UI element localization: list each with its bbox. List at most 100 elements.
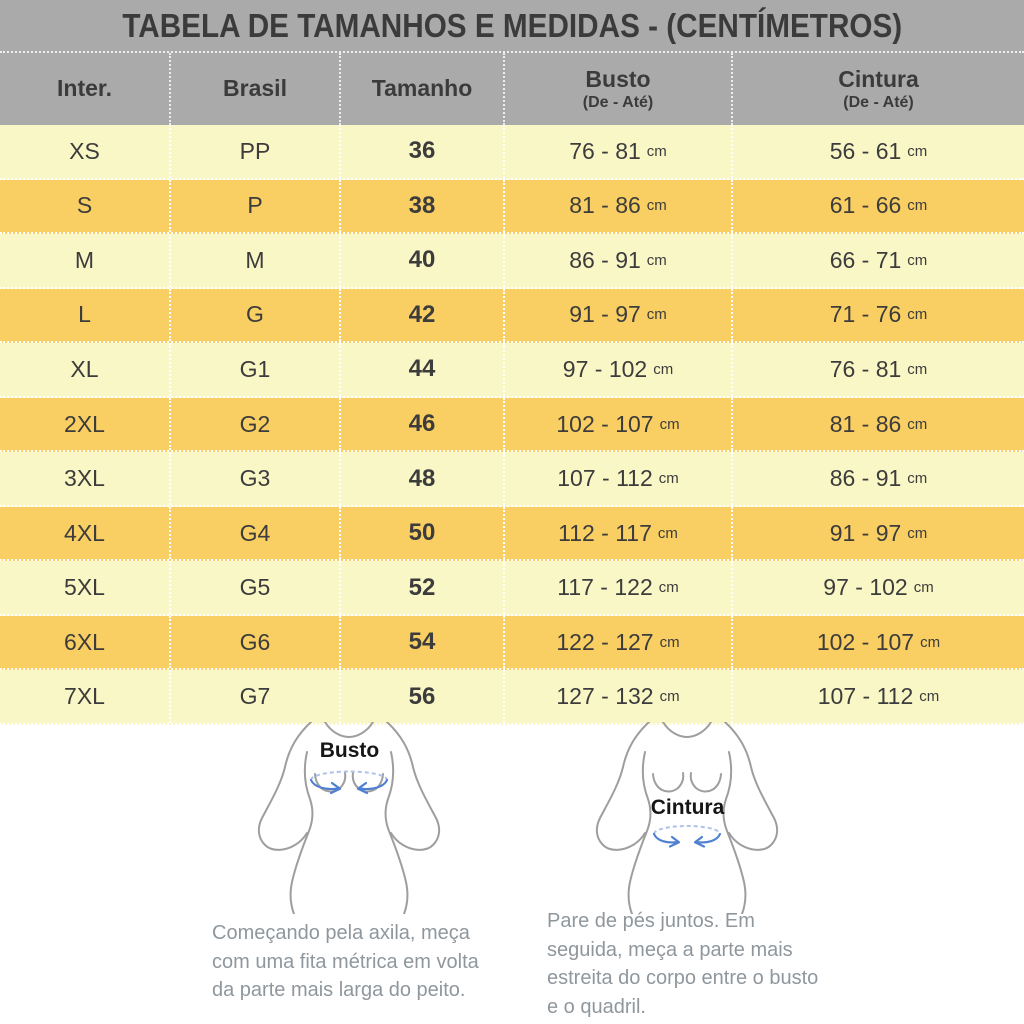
cell-value: G5 [239,574,271,601]
cell-value: 71 - 76 [829,301,902,328]
unit-label: cm [907,524,928,542]
cell-value: 5XL [64,574,105,601]
column-header-inter: Inter. [0,53,171,125]
cell-value: 97 - 102 [562,355,648,382]
unit-label: cm [920,633,941,651]
cell-inter: 5XL [0,561,171,614]
table-row: 2XL G2 46 102 - 107 cm 81 - 86 cm [0,397,1024,453]
cell-busto: 127 - 132 cm [505,670,733,724]
cell-busto: 86 - 91 cm [505,234,733,287]
instruction-line: Começando pela axila, meça [212,922,470,944]
cell-value: 91 - 97 [829,519,902,546]
instruction-line: seguida, meça a parte mais [547,938,793,961]
cell-value: G1 [239,355,271,382]
cell-value: G2 [239,410,271,437]
page-title: TABELA DE TAMANHOS E MEDIDAS - (CENTÍMET… [122,6,902,44]
bust-measure-arrows [309,778,389,795]
cell-value: 61 - 66 [829,192,902,219]
cell-brasil: G3 [171,452,341,505]
cell-value: 112 - 117 [558,519,652,546]
cell-value: 54 [408,628,436,656]
cell-value: 81 - 86 [569,192,641,219]
cell-cintura: 91 - 97 cm [733,507,1024,560]
cell-brasil: PP [171,125,341,178]
cell-busto: 107 - 112 cm [505,452,733,505]
cell-value: 86 - 91 [569,246,641,273]
column-header-sub: (De - Até) [582,94,654,111]
cell-brasil: G5 [171,561,341,614]
table-row: 6XL G6 54 122 - 127 cm 102 - 107 cm [0,615,1024,671]
cell-inter: 3XL [0,452,171,505]
table-row: XS PP 36 76 - 81 cm 56 - 61 cm [0,125,1024,180]
cell-inter: L [0,288,171,342]
cell-value: XL [70,355,99,382]
waist-measurement-figure [595,722,779,914]
unit-label: cm [919,688,940,706]
cell-busto: 81 - 86 cm [505,179,733,233]
instruction-line: da parte mais larga do peito. [212,979,466,1001]
cell-value: 52 [408,573,436,601]
cell-value: 50 [408,519,436,547]
cell-tamanho: 52 [341,561,505,614]
column-header-label: Cintura [838,66,919,92]
cell-value: 107 - 112 [817,683,914,710]
cell-inter: M [0,234,171,287]
table-row: M M 40 86 - 91 cm 66 - 71 cm [0,234,1024,289]
cell-inter: XS [0,125,171,178]
cell-value: G3 [239,465,271,492]
cell-cintura: 97 - 102 cm [733,561,1024,614]
cell-cintura: 76 - 81 cm [733,343,1024,396]
table-title-bar: TABELA DE TAMANHOS E MEDIDAS - (CENTÍMET… [0,0,1024,53]
unit-label: cm [646,251,667,269]
size-table-body: XS PP 36 76 - 81 cm 56 - 61 cm S P 38 81 - 86 cm 61 … [0,125,1024,726]
column-header-label: Tamanho [371,75,473,101]
cell-tamanho: 44 [341,343,505,396]
unit-label: cm [907,360,928,378]
cell-brasil: G4 [171,506,341,560]
table-row: S P 38 81 - 86 cm 61 - 66 cm [0,179,1024,235]
instruction-line: estreita do corpo entre o busto [547,967,819,989]
cell-value: 40 [408,246,436,274]
cell-value: 102 - 107 [556,410,654,437]
cell-inter: 6XL [0,615,171,669]
cell-cintura: 71 - 76 cm [733,289,1024,342]
unit-label: cm [646,197,667,215]
cell-value: S [76,192,93,219]
cell-value: 76 - 81 [829,355,902,382]
instruction-line: Pare de pés juntos. Em [547,910,755,932]
cell-brasil: P [171,179,341,233]
cell-value: L [78,301,91,328]
unit-label: cm [907,197,928,215]
unit-label: cm [646,142,667,160]
cell-value: 48 [408,464,436,492]
cell-value: 91 - 97 [569,301,641,328]
cell-tamanho: 48 [341,452,505,505]
cell-tamanho: 56 [341,670,505,724]
cell-brasil: G7 [171,670,341,724]
cell-value: 66 - 71 [829,246,902,273]
bust-tape-dashed-line [310,770,388,781]
cell-cintura: 66 - 71 cm [733,234,1024,287]
cell-inter: 7XL [0,670,171,724]
table-row: XL G1 44 97 - 102 cm 76 - 81 cm [0,343,1024,398]
column-header-label: Busto [585,66,651,92]
cell-busto: 91 - 97 cm [505,288,733,342]
bust-measurement-figure [257,722,441,914]
table-row: 5XL G5 52 117 - 122 cm 97 - 102 cm [0,561,1024,616]
column-header-tamanho: Tamanho [341,53,505,125]
cell-value: 81 - 86 [829,410,902,437]
unit-label: cm [659,415,680,433]
column-header-label: Inter. [57,75,112,101]
cell-busto: 112 - 117 cm [505,506,733,560]
unit-label: cm [657,524,678,542]
bust-instruction: Começando pela axila, meça com uma fita … [212,919,532,1005]
cell-value: G7 [239,683,271,710]
cell-value: 117 - 122 [557,574,653,601]
cell-tamanho: 42 [341,288,505,342]
table-row: 4XL G4 50 112 - 117 cm 91 - 97 cm [0,506,1024,562]
cell-brasil: G2 [171,397,341,451]
waist-label: Cintura [650,796,725,819]
cell-value: M [74,246,95,273]
cell-busto: 76 - 81 cm [505,125,733,178]
unit-label: cm [913,579,934,597]
